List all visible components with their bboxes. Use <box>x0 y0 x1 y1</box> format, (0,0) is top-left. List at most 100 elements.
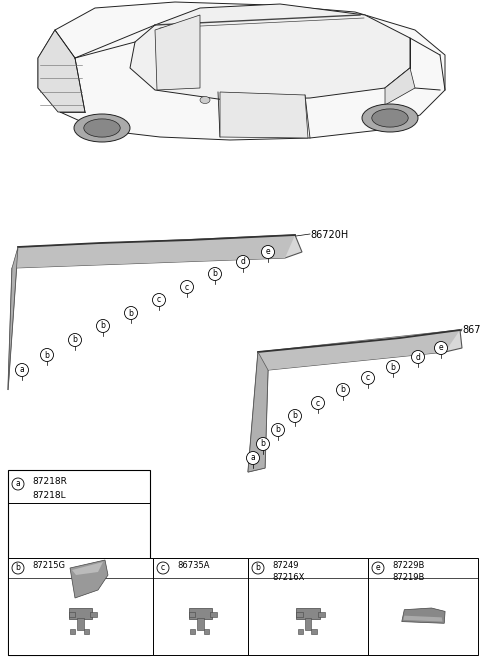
Polygon shape <box>130 4 410 100</box>
Text: b: b <box>45 350 49 359</box>
Text: b: b <box>261 440 265 449</box>
Polygon shape <box>248 352 268 472</box>
Bar <box>190 629 195 633</box>
Ellipse shape <box>372 109 408 127</box>
Text: b: b <box>15 564 21 572</box>
Bar <box>84 629 89 633</box>
Circle shape <box>15 363 28 376</box>
Polygon shape <box>385 68 415 105</box>
Text: b: b <box>341 386 346 394</box>
Polygon shape <box>404 616 443 622</box>
Text: c: c <box>185 283 189 292</box>
Polygon shape <box>189 608 212 618</box>
Circle shape <box>411 350 424 363</box>
Text: c: c <box>366 373 370 382</box>
Text: 86735A: 86735A <box>177 560 209 570</box>
Bar <box>368 558 478 655</box>
Circle shape <box>434 342 447 355</box>
Polygon shape <box>220 92 308 138</box>
Text: c: c <box>316 399 320 407</box>
Bar <box>204 629 209 633</box>
Ellipse shape <box>200 97 210 104</box>
Text: 86710H: 86710H <box>462 325 480 335</box>
Bar <box>298 629 303 633</box>
Polygon shape <box>70 560 108 598</box>
Bar <box>69 612 75 616</box>
Text: a: a <box>251 453 255 463</box>
Bar <box>153 558 248 655</box>
Polygon shape <box>155 15 200 90</box>
Text: 87218L: 87218L <box>32 491 66 501</box>
Bar <box>210 612 217 616</box>
Circle shape <box>237 256 250 269</box>
Text: b: b <box>391 363 396 371</box>
Circle shape <box>96 319 109 332</box>
Polygon shape <box>72 562 103 575</box>
Circle shape <box>361 371 374 384</box>
Circle shape <box>336 384 349 397</box>
Circle shape <box>252 562 264 574</box>
Bar <box>189 612 195 616</box>
Bar <box>312 629 316 633</box>
Bar <box>77 618 84 630</box>
Bar <box>318 612 324 616</box>
Circle shape <box>272 424 285 436</box>
Bar <box>305 618 312 630</box>
Circle shape <box>153 294 166 307</box>
Text: b: b <box>72 336 77 344</box>
Text: 87249: 87249 <box>272 560 299 570</box>
Polygon shape <box>248 330 462 472</box>
Text: 87229B: 87229B <box>392 560 424 570</box>
Text: d: d <box>240 258 245 267</box>
Text: e: e <box>376 564 380 572</box>
Polygon shape <box>402 608 445 623</box>
Text: b: b <box>293 411 298 420</box>
Polygon shape <box>38 30 85 112</box>
Circle shape <box>69 334 82 346</box>
Bar <box>8 470 150 655</box>
Text: 87216X: 87216X <box>272 572 304 581</box>
Text: 86720H: 86720H <box>310 230 348 240</box>
Text: b: b <box>213 269 217 279</box>
Polygon shape <box>296 608 320 618</box>
Polygon shape <box>258 330 460 370</box>
Text: a: a <box>20 365 24 374</box>
Ellipse shape <box>84 119 120 137</box>
Text: c: c <box>161 564 165 572</box>
Circle shape <box>386 361 399 373</box>
Ellipse shape <box>74 114 130 142</box>
Text: a: a <box>16 480 20 489</box>
Circle shape <box>124 307 137 319</box>
Text: c: c <box>157 296 161 304</box>
Circle shape <box>247 451 260 464</box>
Bar <box>8 558 153 655</box>
Bar <box>296 612 303 616</box>
Ellipse shape <box>362 104 418 132</box>
Text: b: b <box>101 321 106 330</box>
Circle shape <box>12 562 24 574</box>
Circle shape <box>157 562 169 574</box>
Text: b: b <box>129 309 133 317</box>
Circle shape <box>312 397 324 409</box>
Polygon shape <box>8 235 302 390</box>
Bar <box>90 612 97 616</box>
Polygon shape <box>38 2 445 140</box>
Circle shape <box>256 438 269 451</box>
Text: e: e <box>439 344 444 353</box>
Circle shape <box>40 348 53 361</box>
Circle shape <box>372 562 384 574</box>
Circle shape <box>288 409 301 422</box>
Text: 87219B: 87219B <box>392 572 424 581</box>
Polygon shape <box>69 608 92 618</box>
Text: 87215G: 87215G <box>32 560 65 570</box>
Circle shape <box>180 281 193 294</box>
Polygon shape <box>12 235 295 268</box>
Text: d: d <box>416 353 420 361</box>
Text: b: b <box>276 426 280 434</box>
Bar <box>248 558 368 655</box>
Circle shape <box>208 267 221 281</box>
Text: e: e <box>266 248 270 256</box>
Bar <box>70 629 75 633</box>
Text: 87218R: 87218R <box>32 478 67 486</box>
Circle shape <box>12 478 24 490</box>
